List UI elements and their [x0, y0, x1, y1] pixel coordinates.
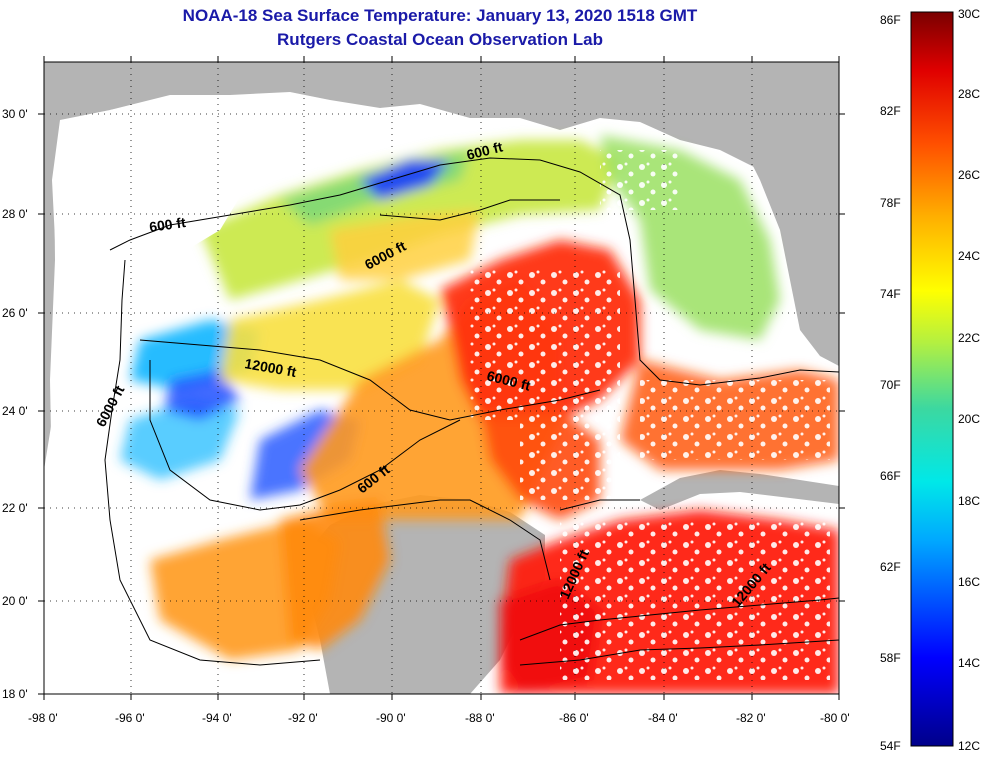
lon-label-86: -86 0'	[559, 711, 589, 725]
lat-label-28: 28 0'	[2, 207, 28, 221]
cb-c-22: 22C	[958, 331, 980, 345]
florida-land	[720, 62, 839, 366]
lon-label-84: -84 0'	[648, 711, 678, 725]
cb-c-20: 20C	[958, 412, 980, 426]
cb-c-24: 24C	[958, 249, 980, 263]
lon-label-88: -88 0'	[465, 711, 495, 725]
cuba-land	[640, 470, 839, 510]
cb-c-14: 14C	[958, 656, 980, 670]
cb-f-74: 74F	[880, 287, 901, 301]
lat-label-30: 30 0'	[2, 107, 28, 121]
cb-c-18: 18C	[958, 494, 980, 508]
bathymetry-contours	[104, 157, 839, 666]
cb-f-86: 86F	[880, 13, 901, 27]
cb-f-82: 82F	[880, 104, 901, 118]
lat-label-26: 26 0'	[2, 306, 28, 320]
lon-label-80: -80 0'	[820, 711, 850, 725]
graticule	[44, 62, 839, 694]
cb-f-78: 78F	[880, 196, 901, 210]
lat-label-22: 22 0'	[2, 501, 28, 515]
map-title: NOAA-18 Sea Surface Temperature: January…	[182, 6, 698, 25]
cb-f-66: 66F	[880, 469, 901, 483]
lon-label-94: -94 0'	[202, 711, 232, 725]
lon-label-82: -82 0'	[736, 711, 766, 725]
cb-c-30: 30C	[958, 7, 980, 21]
lat-label-20: 20 0'	[2, 594, 28, 608]
cb-c-12: 12C	[958, 739, 980, 753]
lon-label-96: -96 0'	[115, 711, 145, 725]
plot-frame	[43, 61, 840, 695]
cb-f-70: 70F	[880, 378, 901, 392]
colorbar	[910, 11, 954, 747]
lon-label-92: -92 0'	[288, 711, 318, 725]
frame-ticks	[38, 56, 845, 700]
lon-label-98: -98 0'	[28, 711, 58, 725]
contour-label-600-west: 600 ft	[148, 214, 187, 235]
cb-c-28: 28C	[958, 87, 980, 101]
cb-f-58: 58F	[880, 651, 901, 665]
cb-f-54: 54F	[880, 739, 901, 753]
cb-f-62: 62F	[880, 560, 901, 574]
cb-c-26: 26C	[958, 168, 980, 182]
map-subtitle: Rutgers Coastal Ocean Observation Lab	[277, 30, 603, 49]
lat-label-24: 24 0'	[2, 404, 28, 418]
cb-c-16: 16C	[958, 575, 980, 589]
lon-label-90: -90 0'	[376, 711, 406, 725]
lat-label-18: 18 0'	[2, 687, 28, 701]
